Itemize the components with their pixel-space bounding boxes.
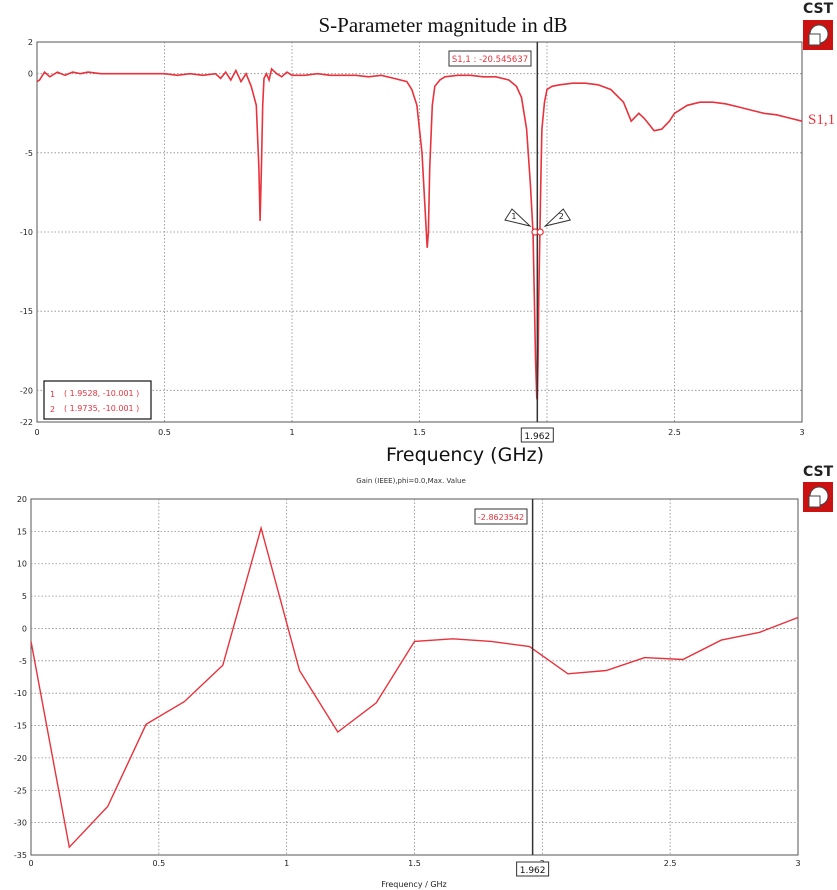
x-tick-label: 2.5 xyxy=(668,428,681,437)
chart2-marker-readout-box xyxy=(474,508,528,525)
y-tick-label: -10 xyxy=(20,228,33,237)
chart1-legend-box xyxy=(43,380,152,420)
chart1-marker-x-box xyxy=(520,427,554,443)
cst-cube-icon xyxy=(803,482,833,512)
chart2-series-gain-line xyxy=(30,525,799,849)
chart1-x-axis-title: Frequency (GHz) xyxy=(386,444,544,466)
x-tick-label: 1.5 xyxy=(413,428,426,437)
chart1-marker-readout: S1,1 : -20.545637 xyxy=(452,55,528,65)
chart1-title: S-Parameter magnitude in dB xyxy=(318,13,567,37)
y-tick-label: -15 xyxy=(20,307,33,316)
x-tick-label: 1 xyxy=(284,859,289,868)
cst-logo-top: CST xyxy=(803,1,834,50)
y-tick-label: 2 xyxy=(28,38,33,47)
cst-logo-bottom: CST xyxy=(803,464,834,512)
y-tick-label: 5 xyxy=(22,592,27,601)
chart2-title: Gain (IEEE),phi=0.0,Max. Value xyxy=(356,477,466,485)
y-tick-label: -20 xyxy=(14,754,27,763)
x-tick-label: 1 xyxy=(289,428,294,437)
y-tick-label: 10 xyxy=(17,560,27,569)
x-tick-label: 3 xyxy=(799,428,804,437)
x-tick-label: 0 xyxy=(34,428,39,437)
chart2-marker-readout: -2.8623542 xyxy=(478,513,524,522)
s-parameter-chart: S-Parameter magnitude in dB 0 0.5 1 1.5 2 2.5… xyxy=(20,13,835,466)
y-tick-label: -10 xyxy=(14,689,27,698)
chart2-plot-area xyxy=(30,498,799,856)
x-tick-label: 3 xyxy=(795,859,800,868)
chart1-legend-entry-2: ( 1.9735, -10.001 ) xyxy=(64,404,139,413)
y-tick-label: -5 xyxy=(25,149,33,158)
y-tick-label: -35 xyxy=(14,851,27,860)
chart1-legend-id-2: 2 xyxy=(50,405,55,414)
chart2-marker-x-box xyxy=(516,861,550,877)
x-tick-label: 0.5 xyxy=(158,428,171,437)
point-marker-flag-1 xyxy=(504,208,532,227)
chart1-grid xyxy=(37,42,802,422)
y-tick-label: -20 xyxy=(20,386,33,395)
y-tick-label: 15 xyxy=(17,527,27,536)
y-tick-label: -25 xyxy=(14,786,27,795)
y-tick-label: -30 xyxy=(14,819,27,828)
chart1-legend-id-1: 1 xyxy=(50,390,55,399)
cst-logo-text-top: CST xyxy=(803,1,834,17)
y-tick-label: 0 xyxy=(22,624,27,633)
gain-chart: Gain (IEEE),phi=0.0,Max. Value 0 0.5 1 1.5 2… xyxy=(14,477,801,889)
y-tick-label: -22 xyxy=(20,418,33,427)
cst-cube-icon xyxy=(803,20,833,50)
y-tick-label: 20 xyxy=(17,495,27,504)
y-tick-label: -5 xyxy=(19,657,27,666)
point-marker-label-1: 1 xyxy=(511,212,516,221)
x-tick-label: 0 xyxy=(28,859,33,868)
chart2-tick-labels: 00.511.522.5320151050-5-10-15-20-25-30-3… xyxy=(14,495,801,868)
x-tick-label: 1.5 xyxy=(408,859,421,868)
chart1-series-label: S1,1 xyxy=(808,112,835,128)
chart2-marker-x-label: 1.962 xyxy=(520,866,546,876)
y-tick-label: 0 xyxy=(28,70,33,79)
chart1-marker-readout-box xyxy=(448,50,532,67)
y-tick-label: -15 xyxy=(14,722,27,731)
point-marker-2[interactable] xyxy=(536,228,544,236)
point-marker-flag-2 xyxy=(543,208,572,227)
point-marker-label-2: 2 xyxy=(559,212,564,221)
cst-logo-text-bottom: CST xyxy=(803,464,834,480)
chart1-tick-labels: 0 0.5 1 1.5 2 2.5 3 2 0 -5 -10 -15 -20 -22 xyxy=(20,38,805,437)
x-tick-label: 2.5 xyxy=(664,859,677,868)
chart1-series-s11-line xyxy=(36,67,803,401)
chart1-marker-x-label: 1.962 xyxy=(524,432,550,442)
chart1-legend-entry-1: ( 1.9528, -10.001 ) xyxy=(64,389,139,398)
x-tick-label: 0.5 xyxy=(152,859,165,868)
chart2-x-axis-title: Frequency / GHz xyxy=(381,880,447,889)
